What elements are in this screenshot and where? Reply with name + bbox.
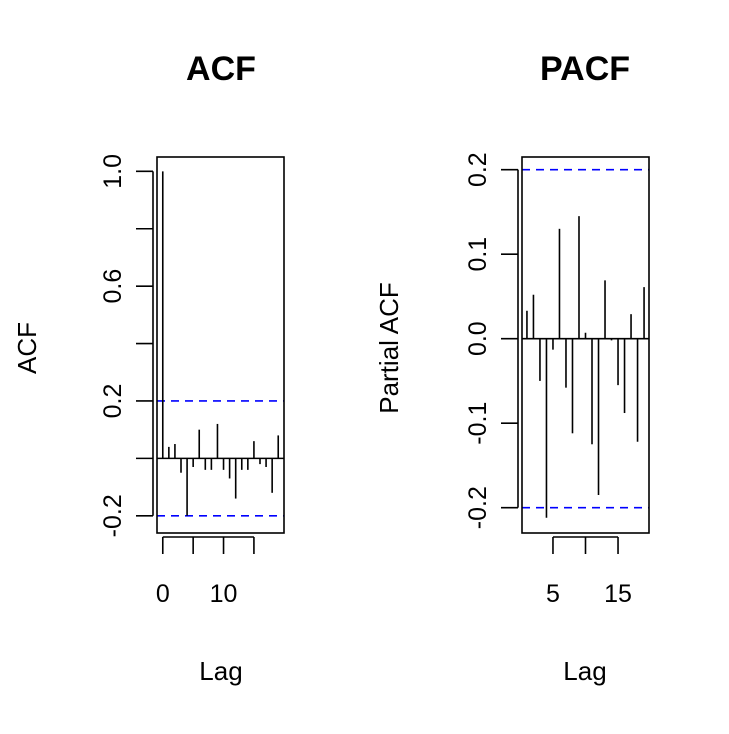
acf-plot-area: 0 10 -0.2 0.2 0.6 1.0 — [99, 154, 285, 608]
acf-title: ACF — [186, 50, 256, 88]
acf-y-tick-label: 0.6 — [99, 269, 127, 304]
pacf-y-axis-label: Partial ACF — [374, 282, 404, 414]
pacf-y-tick-label: 0.0 — [464, 321, 492, 356]
pacf-x-axis-label: Lag — [563, 656, 606, 686]
acf-plot-frame — [156, 156, 285, 534]
pacf-y-tick-label: 0.1 — [464, 237, 492, 272]
pacf-y-tick-label: -0.2 — [464, 486, 492, 529]
acf-x-axis-label: Lag — [199, 656, 242, 686]
pacf-x-tick-label: 5 — [546, 580, 560, 608]
acf-y-tick-label: 1.0 — [99, 154, 127, 189]
acf-panel: ACF Lag ACF 0 10 -0.2 0.2 0.6 1.0 — [12, 50, 285, 686]
pacf-title: PACF — [540, 50, 630, 88]
pacf-plot-frame — [521, 156, 650, 534]
pacf-plot-area: 5 15 -0.2 -0.1 0.0 0.1 0.2 — [464, 152, 650, 608]
acf-x-tick-label: 0 — [156, 580, 170, 608]
acf-x-tick-label: 10 — [210, 580, 238, 608]
pacf-panel: PACF Lag Partial ACF 5 15 -0.2 -0.1 0.0 0.1 0.… — [374, 50, 650, 686]
pacf-y-tick-label: -0.1 — [464, 402, 492, 445]
pacf-y-tick-label: 0.2 — [464, 152, 492, 187]
acf-y-tick-label: -0.2 — [99, 494, 127, 537]
acf-y-tick-label: 0.2 — [99, 384, 127, 419]
pacf-x-tick-label: 15 — [604, 580, 632, 608]
acf-y-axis-label: ACF — [12, 322, 42, 374]
